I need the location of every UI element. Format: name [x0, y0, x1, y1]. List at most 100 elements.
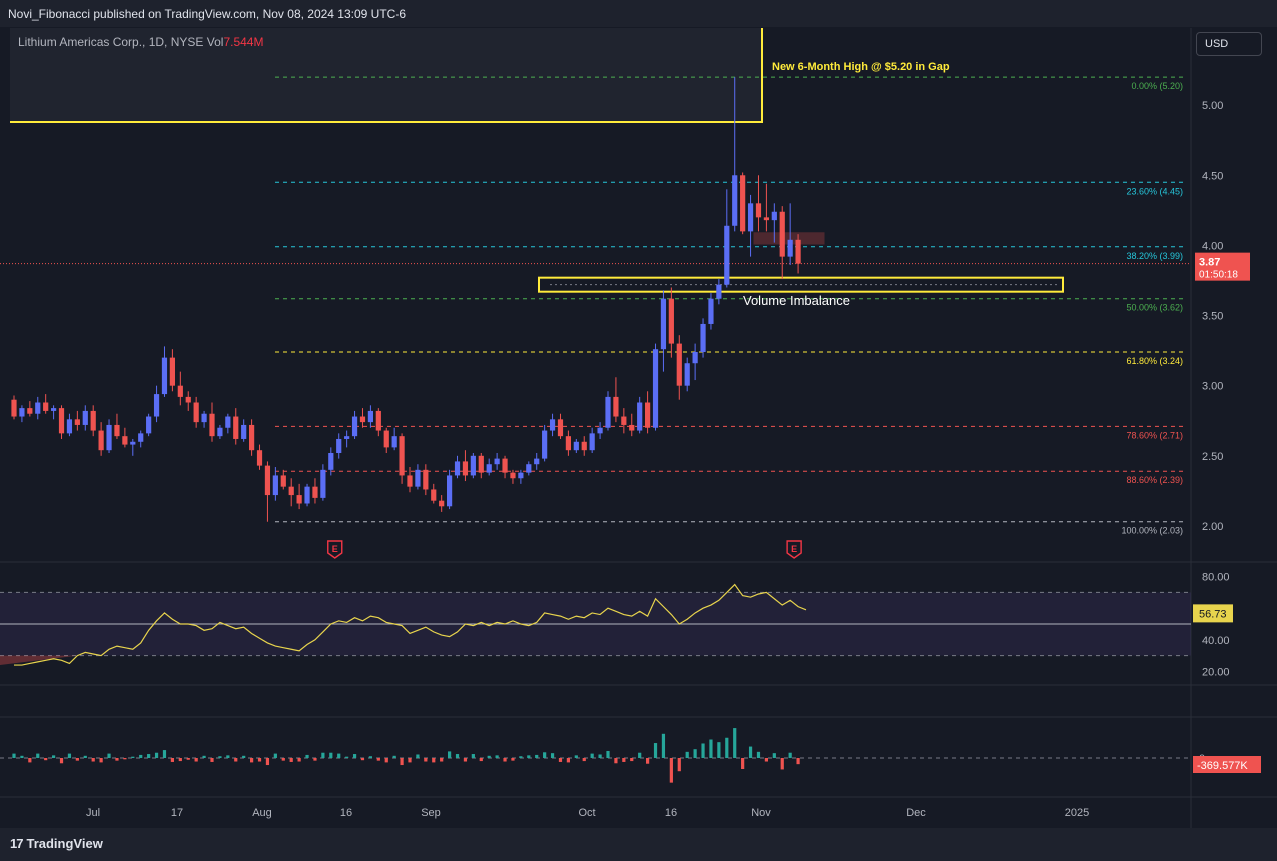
volume-bar — [147, 754, 151, 758]
candle-body — [423, 469, 429, 490]
volume-bar — [91, 758, 95, 762]
chart-canvas[interactable]: 0.00% (5.20) 23.60% (4.45) 38.20% (3.99) 50… — [0, 0, 1277, 828]
candle-body — [344, 436, 350, 439]
volume-bar — [566, 758, 570, 763]
candle-body — [193, 402, 199, 423]
volume-bar — [83, 755, 87, 758]
volume-bar — [36, 753, 40, 758]
time-tick-label: Sep — [421, 807, 441, 819]
candle-body — [534, 458, 540, 465]
candle-body — [288, 486, 294, 496]
candle-body — [106, 424, 112, 451]
candle-body — [645, 402, 651, 428]
candle-body — [676, 343, 682, 386]
volume-bar — [590, 753, 594, 758]
volume-bar — [273, 753, 277, 758]
volume-bar — [139, 754, 143, 758]
volume-bar — [20, 755, 24, 758]
volume-bar — [194, 758, 198, 762]
volume-bar — [360, 758, 365, 761]
volume-bar — [186, 758, 190, 760]
candle-body — [771, 211, 777, 221]
volume-bar — [733, 728, 737, 758]
symbol-name: Lithium Americas Corp., 1D, NYSE — [18, 35, 204, 49]
candle-body — [114, 424, 120, 437]
candle-body — [11, 399, 17, 417]
volume-bar — [701, 743, 705, 758]
volume-bar — [154, 752, 159, 758]
volume-bar — [709, 739, 713, 758]
time-tick-label: 2025 — [1065, 807, 1089, 819]
candle-body — [763, 217, 769, 221]
volume-bar — [495, 755, 499, 758]
rsi-tick-label: 80.00 — [1202, 572, 1230, 584]
currency-button[interactable]: USD — [1196, 32, 1262, 56]
volume-bar — [440, 758, 444, 762]
volume-bar — [321, 752, 325, 758]
volume-bar — [693, 749, 697, 758]
candle-body — [351, 416, 358, 437]
volume-bar — [432, 758, 436, 763]
symbol-legend[interactable]: Lithium Americas Corp., 1D, NYSE Vol7.54… — [18, 35, 263, 49]
volume-bar — [527, 755, 531, 758]
volume-bar — [558, 758, 563, 762]
candle-body — [549, 419, 556, 431]
candle-body — [573, 441, 579, 451]
candle-body — [336, 438, 342, 453]
candle-body — [692, 352, 698, 364]
candle-body — [755, 203, 762, 218]
candle-body — [660, 298, 667, 350]
volume-bar — [297, 758, 301, 762]
volume-bar — [550, 753, 555, 758]
volume-bar — [345, 756, 349, 758]
volume-bar — [289, 758, 293, 762]
volume-bar — [487, 755, 491, 758]
time-tick-label: Jul — [86, 807, 100, 819]
volume-bar — [543, 752, 547, 758]
volume-value: 7.544M — [223, 35, 264, 49]
fib-level-label: 88.60% (2.39) — [1126, 475, 1183, 485]
candle-body — [684, 363, 690, 386]
volume-bar — [368, 756, 372, 758]
candle-body — [383, 430, 389, 448]
candle-body — [447, 475, 453, 507]
candle-body — [470, 455, 476, 476]
volume-bar — [28, 758, 32, 763]
candle-body — [700, 323, 706, 353]
volume-bar — [622, 758, 626, 762]
volume-bar — [226, 755, 230, 758]
volume-bar — [574, 755, 578, 758]
volume-bar — [661, 733, 666, 758]
earnings-marker-label: E — [332, 544, 338, 554]
candle-body — [431, 489, 437, 501]
publish-header: Novi_Fibonacci published on TradingView.… — [0, 0, 1277, 27]
volume-bar — [598, 754, 602, 758]
candle-body — [597, 427, 603, 434]
rsi-value: 56.73 — [1199, 608, 1227, 620]
price-tick-label: 5.00 — [1202, 100, 1223, 112]
volume-bar — [772, 753, 776, 758]
fib-level-label: 38.20% (3.99) — [1126, 251, 1183, 261]
tradingview-logo[interactable]: 17 TradingView — [10, 836, 103, 851]
last-price-countdown: 01:50:18 — [1199, 270, 1238, 281]
volume-bar — [12, 753, 16, 758]
candle-body — [161, 357, 168, 395]
volume-bar — [638, 752, 642, 758]
candle-body — [201, 413, 207, 423]
candle-body — [581, 441, 587, 451]
price-tick-label: 4.50 — [1202, 170, 1223, 182]
volume-bar — [503, 758, 507, 762]
candle-body — [795, 239, 801, 264]
time-tick-label: Aug — [252, 807, 272, 819]
fib-level-label: 78.60% (2.71) — [1126, 430, 1183, 440]
candle-body — [58, 408, 65, 434]
candle-body — [19, 408, 25, 417]
volume-bar — [424, 758, 428, 762]
time-tick-label: 17 — [171, 807, 183, 819]
volume-bar — [717, 742, 721, 758]
candle-body — [542, 430, 548, 459]
candle-body — [233, 416, 239, 439]
volume-bar — [107, 753, 111, 758]
candle-body — [613, 396, 619, 417]
candle-body — [621, 416, 627, 425]
